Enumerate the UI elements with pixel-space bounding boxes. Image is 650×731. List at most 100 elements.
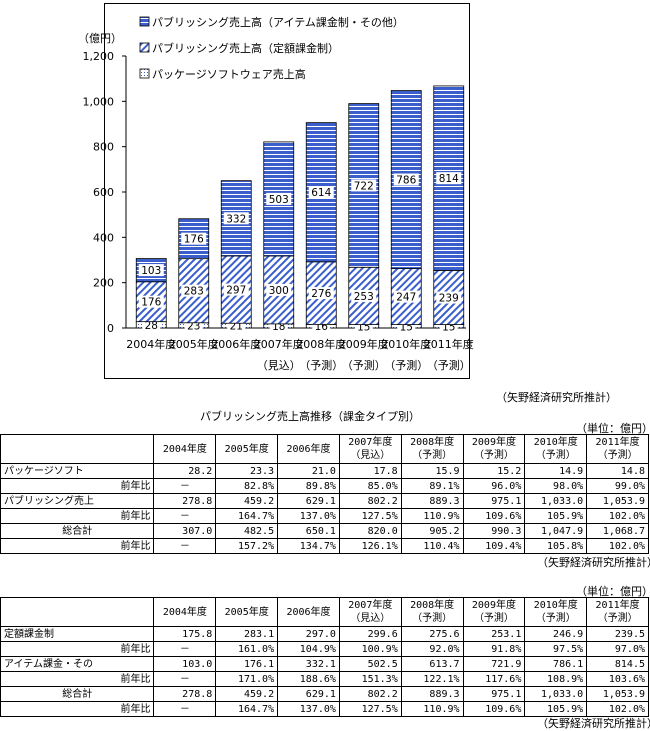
table-cell: 650.1 [277,523,340,539]
table-row: パッケージソフト 28.2 23.3 21.0 17.8 15.9 15.2 14.9 14.8 [0,463,649,479]
x-tick-label: 2008年度 [296,337,346,351]
y-tick-label: 600 [93,186,114,199]
data-label-bg [138,295,164,308]
table-cell: 482.5 [215,523,279,539]
column-header: 2008年度 （予測） [400,434,464,464]
table-cell: 117.6% [462,671,526,687]
table-cell: 97.0% [586,641,649,657]
table-cell: 105.9% [524,508,588,524]
data-label: 722 [354,180,374,192]
table-cell: 1,033.0 [524,493,588,509]
table-cell: 97.5% [524,641,588,657]
table-row: 総合計 307.0 482.5 650.1 820.0 905.2 990.3 1,047.9… [0,523,649,539]
y-tick-label: 400 [93,231,114,244]
data-label: 614 [311,187,331,199]
y-tick-label: 1,200 [83,50,115,63]
table-cell: 15.2 [462,463,526,479]
data-label-bg [436,172,462,185]
table-row: パブリッシング売上 278.8 459.2 629.1 802.2 889.3 975.1 1… [0,493,649,509]
table-cell: 110.4% [400,538,464,554]
data-label: 503 [269,194,289,206]
column-header: 2011年度 （予測） [586,597,649,627]
data-label: 283 [184,286,204,298]
column-header-note: （予測） [412,450,453,461]
table-cell: 905.2 [400,523,464,539]
data-label-bg [351,179,377,192]
table-cell: 176.1 [215,656,279,672]
x-tick-label: 2004年度 [126,337,176,351]
table-cell: 278.8 [153,686,217,702]
y-tick-label: 800 [93,141,114,154]
data-label: 276 [311,288,331,300]
x-tick-label: 2009年度 [339,337,389,351]
table-cell: 820.0 [338,523,402,539]
row-label: 総合計 [0,686,155,702]
data-label: 176 [141,297,161,309]
row-indent [0,478,59,494]
row-indent [0,701,59,717]
data-label: 28 [145,320,158,332]
table-cell: 459.2 [215,493,279,509]
table-cell: － [153,478,217,494]
data-label-bg [351,289,377,302]
table-cell: 161.0% [215,641,279,657]
data-label: 103 [141,265,161,277]
table-cell: 99.0% [586,478,649,494]
column-header: 2006年度 [277,597,340,627]
table-cell: 109.6% [462,701,526,717]
data-label: 297 [226,285,246,297]
y-tick-label: 200 [93,277,114,290]
row-label: 前年比 [59,671,155,687]
column-header: 2007年度 （見込） [338,434,402,464]
column-header: 2008年度 （予測） [400,597,464,627]
stacked-bar-chart: （億円）02004006008001,0001,2002004年度2005年度2… [78,3,474,379]
table-row: 前年比－ 82.8% 89.8% 85.0% 89.1% 96.0% 98.0% 99.0% [0,478,649,494]
row-label: 総合計 [0,523,155,539]
row-indent [0,671,59,687]
row-label: 前年比 [59,641,155,657]
table-cell: 21.0 [277,463,340,479]
table1-title: パブリッシング売上高推移（課金タイプ別） [200,410,420,423]
column-header-note: （見込） [350,450,391,461]
table-row: 前年比－ 164.7% 137.0% 127.5% 110.9% 109.6% 105.9%… [0,701,649,717]
column-header-note: （予測） [535,450,576,461]
table-cell: 157.2% [215,538,279,554]
table-cell: 297.0 [277,626,340,642]
table-cell: 239.5 [586,626,649,642]
row-label: 前年比 [59,701,155,717]
table-cell: 990.3 [462,523,526,539]
table-row: 定額課金制 175.8 283.1 297.0 299.6 275.6 253.1 246.9… [0,626,649,642]
table-cell: 814.5 [586,656,649,672]
x-tick-label: 2011年度 [424,337,474,351]
row-label: アイテム課金・その [0,656,155,672]
row-indent [0,508,59,524]
column-header: 2009年度 （予測） [462,597,526,627]
x-tick-label: 2006年度 [211,337,261,351]
table-cell: 975.1 [462,493,526,509]
legend-label: パブリッシング売上高（定額課金制） [152,41,339,55]
row-label: 前年比 [59,538,155,554]
table-cell: 164.7% [215,508,279,524]
source-note: （矢野経済研究所推計） [496,391,617,404]
x-tick-label: 2010年度 [381,337,431,351]
table-cell: 23.3 [215,463,279,479]
table-cell: 28.2 [153,463,217,479]
table-cell: 613.7 [400,656,464,672]
data-label-bg [266,192,292,205]
table-cell: 104.9% [277,641,340,657]
table-cell: 175.8 [153,626,217,642]
table-cell: 109.6% [462,508,526,524]
row-label: パッケージソフト [0,463,155,479]
table2-unit: （単位：億円） [576,585,650,598]
table-cell: 502.5 [338,656,402,672]
table-cell: 92.0% [400,641,464,657]
table-cell: 134.7% [277,538,340,554]
row-label: 定額課金制 [0,626,155,642]
table-cell: 127.5% [338,508,402,524]
x-tick-note: （予測） [299,358,343,372]
table-cell: － [153,641,217,657]
table-cell: 1,068.7 [586,523,649,539]
data-label: 814 [439,173,459,185]
table-cell: 299.6 [338,626,402,642]
table-cell: 89.8% [277,478,340,494]
